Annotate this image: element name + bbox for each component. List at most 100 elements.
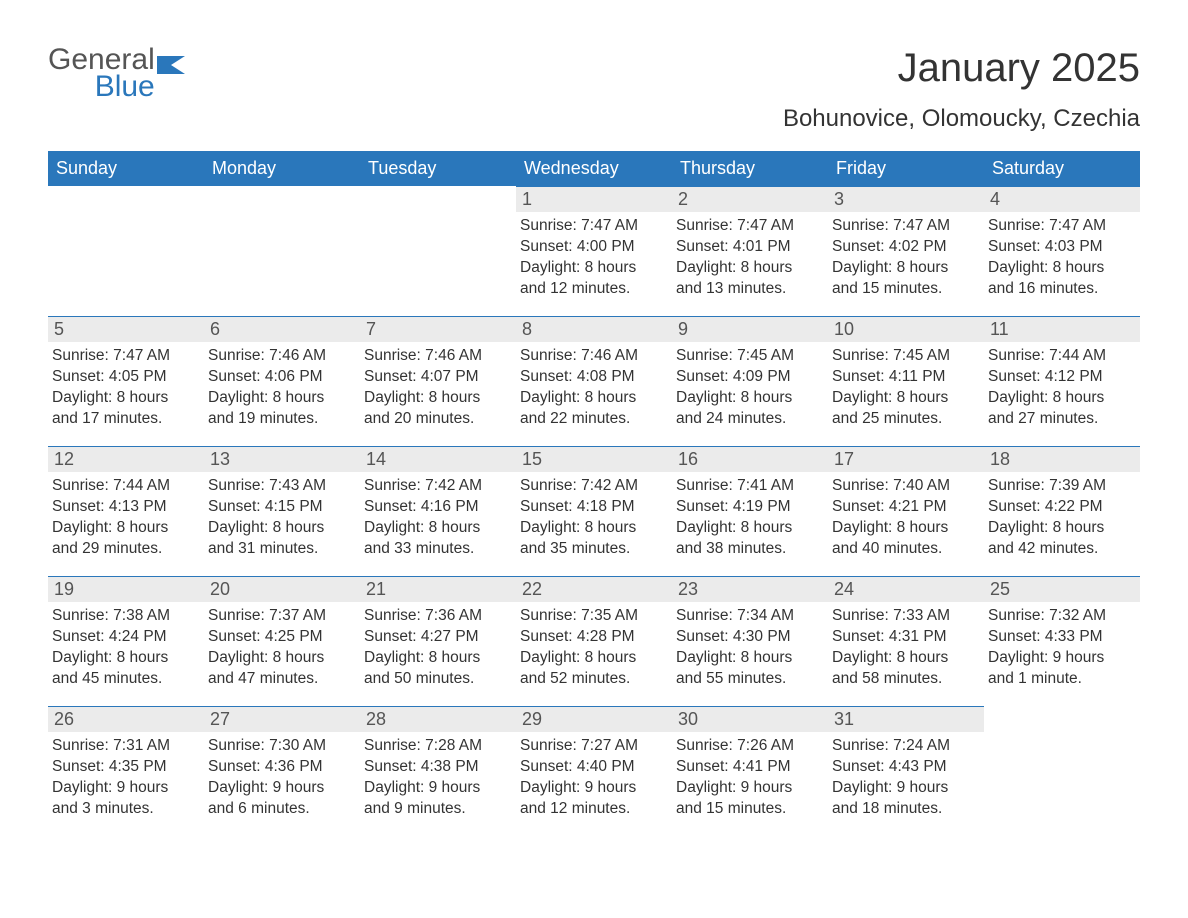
location-subtitle: Bohunovice, Olomoucky, Czechia	[783, 105, 1140, 133]
day-details: Sunrise: 7:38 AMSunset: 4:24 PMDaylight:…	[48, 602, 204, 698]
day-sunset: Sunset: 4:12 PM	[988, 367, 1136, 388]
day-sunset: Sunset: 4:01 PM	[676, 237, 824, 258]
calendar-day: 12Sunrise: 7:44 AMSunset: 4:13 PMDayligh…	[48, 446, 204, 576]
day-dl2: and 25 minutes.	[832, 409, 980, 430]
day-sunrise: Sunrise: 7:40 AM	[832, 476, 980, 497]
day-sunrise: Sunrise: 7:47 AM	[676, 216, 824, 237]
day-sunset: Sunset: 4:27 PM	[364, 627, 512, 648]
day-number: 24	[828, 576, 984, 602]
day-number: 15	[516, 446, 672, 472]
day-dl2: and 9 minutes.	[364, 799, 512, 820]
day-number: 6	[204, 316, 360, 342]
day-dl2: and 22 minutes.	[520, 409, 668, 430]
calendar-day: 22Sunrise: 7:35 AMSunset: 4:28 PMDayligh…	[516, 576, 672, 706]
calendar-day: 17Sunrise: 7:40 AMSunset: 4:21 PMDayligh…	[828, 446, 984, 576]
day-dl2: and 58 minutes.	[832, 669, 980, 690]
day-dl1: Daylight: 8 hours	[520, 258, 668, 279]
day-sunrise: Sunrise: 7:47 AM	[52, 346, 200, 367]
calendar-week: 12Sunrise: 7:44 AMSunset: 4:13 PMDayligh…	[48, 446, 1140, 576]
day-sunset: Sunset: 4:15 PM	[208, 497, 356, 518]
day-details: Sunrise: 7:42 AMSunset: 4:16 PMDaylight:…	[360, 472, 516, 568]
day-number: 29	[516, 706, 672, 732]
calendar-day: 28Sunrise: 7:28 AMSunset: 4:38 PMDayligh…	[360, 706, 516, 836]
logo-flag-icon	[157, 52, 185, 74]
day-dl2: and 45 minutes.	[52, 669, 200, 690]
day-details: Sunrise: 7:31 AMSunset: 4:35 PMDaylight:…	[48, 732, 204, 828]
day-dl1: Daylight: 9 hours	[208, 778, 356, 799]
calendar-day: 20Sunrise: 7:37 AMSunset: 4:25 PMDayligh…	[204, 576, 360, 706]
calendar-day: 2Sunrise: 7:47 AMSunset: 4:01 PMDaylight…	[672, 186, 828, 316]
day-dl1: Daylight: 8 hours	[364, 648, 512, 669]
day-dl2: and 16 minutes.	[988, 279, 1136, 300]
day-details: Sunrise: 7:47 AMSunset: 4:05 PMDaylight:…	[48, 342, 204, 438]
day-sunset: Sunset: 4:18 PM	[520, 497, 668, 518]
day-number: 22	[516, 576, 672, 602]
day-dl2: and 29 minutes.	[52, 539, 200, 560]
day-details: Sunrise: 7:44 AMSunset: 4:13 PMDaylight:…	[48, 472, 204, 568]
day-number: 31	[828, 706, 984, 732]
day-number: 26	[48, 706, 204, 732]
day-number: 17	[828, 446, 984, 472]
day-sunrise: Sunrise: 7:39 AM	[988, 476, 1136, 497]
weekday-header: Friday	[828, 151, 984, 186]
day-number: 28	[360, 706, 516, 732]
day-number: 8	[516, 316, 672, 342]
day-number: 14	[360, 446, 516, 472]
day-number: 19	[48, 576, 204, 602]
calendar-header-row: Sunday Monday Tuesday Wednesday Thursday…	[48, 151, 1140, 186]
day-details: Sunrise: 7:39 AMSunset: 4:22 PMDaylight:…	[984, 472, 1140, 568]
day-sunset: Sunset: 4:41 PM	[676, 757, 824, 778]
calendar-day: 23Sunrise: 7:34 AMSunset: 4:30 PMDayligh…	[672, 576, 828, 706]
day-number: 7	[360, 316, 516, 342]
day-dl1: Daylight: 8 hours	[988, 388, 1136, 409]
calendar-day	[984, 706, 1140, 836]
day-details: Sunrise: 7:45 AMSunset: 4:11 PMDaylight:…	[828, 342, 984, 438]
day-sunrise: Sunrise: 7:32 AM	[988, 606, 1136, 627]
day-number: 9	[672, 316, 828, 342]
day-sunrise: Sunrise: 7:42 AM	[364, 476, 512, 497]
calendar-day: 14Sunrise: 7:42 AMSunset: 4:16 PMDayligh…	[360, 446, 516, 576]
calendar-day: 15Sunrise: 7:42 AMSunset: 4:18 PMDayligh…	[516, 446, 672, 576]
weekday-header: Saturday	[984, 151, 1140, 186]
day-details: Sunrise: 7:36 AMSunset: 4:27 PMDaylight:…	[360, 602, 516, 698]
day-sunrise: Sunrise: 7:41 AM	[676, 476, 824, 497]
day-dl1: Daylight: 8 hours	[832, 518, 980, 539]
day-dl1: Daylight: 9 hours	[520, 778, 668, 799]
day-dl1: Daylight: 8 hours	[52, 388, 200, 409]
title-block: January 2025 Bohunovice, Olomoucky, Czec…	[783, 46, 1140, 133]
day-dl2: and 12 minutes.	[520, 799, 668, 820]
day-sunset: Sunset: 4:36 PM	[208, 757, 356, 778]
day-sunrise: Sunrise: 7:46 AM	[520, 346, 668, 367]
calendar-day	[204, 186, 360, 316]
day-number: 4	[984, 186, 1140, 212]
calendar: Sunday Monday Tuesday Wednesday Thursday…	[48, 151, 1140, 836]
logo-text: General Blue	[48, 46, 155, 100]
weekday-header: Sunday	[48, 151, 204, 186]
day-details: Sunrise: 7:43 AMSunset: 4:15 PMDaylight:…	[204, 472, 360, 568]
calendar-week: 26Sunrise: 7:31 AMSunset: 4:35 PMDayligh…	[48, 706, 1140, 836]
day-details: Sunrise: 7:32 AMSunset: 4:33 PMDaylight:…	[984, 602, 1140, 698]
day-sunrise: Sunrise: 7:43 AM	[208, 476, 356, 497]
calendar-day: 11Sunrise: 7:44 AMSunset: 4:12 PMDayligh…	[984, 316, 1140, 446]
day-dl1: Daylight: 8 hours	[208, 518, 356, 539]
day-dl2: and 35 minutes.	[520, 539, 668, 560]
day-dl2: and 6 minutes.	[208, 799, 356, 820]
day-number: 2	[672, 186, 828, 212]
day-dl2: and 40 minutes.	[832, 539, 980, 560]
day-details: Sunrise: 7:45 AMSunset: 4:09 PMDaylight:…	[672, 342, 828, 438]
day-sunset: Sunset: 4:06 PM	[208, 367, 356, 388]
calendar-day: 9Sunrise: 7:45 AMSunset: 4:09 PMDaylight…	[672, 316, 828, 446]
day-dl2: and 18 minutes.	[832, 799, 980, 820]
day-dl1: Daylight: 8 hours	[364, 518, 512, 539]
day-sunrise: Sunrise: 7:26 AM	[676, 736, 824, 757]
day-dl1: Daylight: 8 hours	[676, 518, 824, 539]
calendar-day: 27Sunrise: 7:30 AMSunset: 4:36 PMDayligh…	[204, 706, 360, 836]
day-dl2: and 33 minutes.	[364, 539, 512, 560]
day-dl1: Daylight: 8 hours	[676, 648, 824, 669]
logo-line2: Blue	[48, 73, 155, 100]
day-sunrise: Sunrise: 7:37 AM	[208, 606, 356, 627]
weekday-header: Wednesday	[516, 151, 672, 186]
day-sunrise: Sunrise: 7:47 AM	[520, 216, 668, 237]
topbar: General Blue January 2025 Bohunovice, Ol…	[48, 46, 1140, 133]
day-dl2: and 24 minutes.	[676, 409, 824, 430]
